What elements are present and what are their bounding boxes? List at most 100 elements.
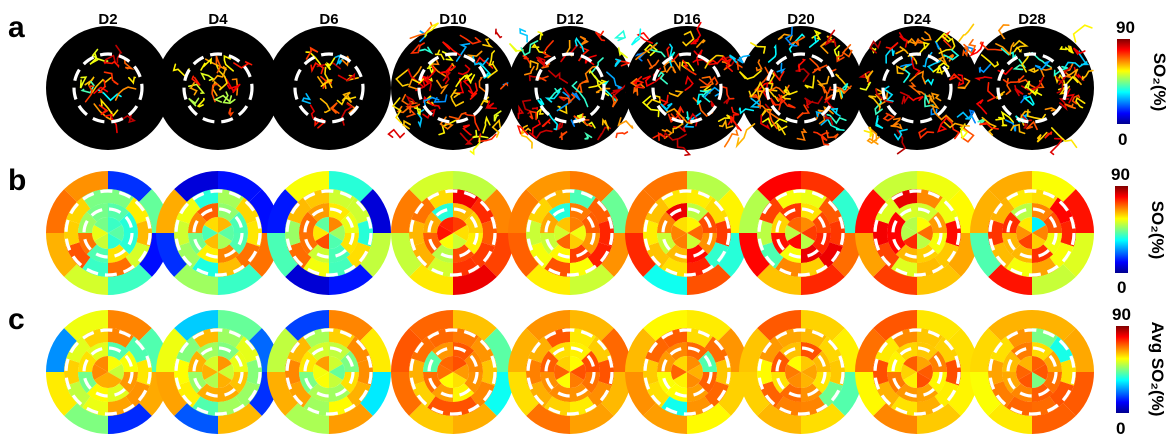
vessel-segment: [422, 108, 436, 120]
segment-cell: [235, 197, 260, 224]
vessel-segment: [459, 34, 482, 45]
vessel-segment: [962, 43, 969, 58]
vessel-segment: [1013, 46, 1023, 53]
segment-cell: [645, 381, 670, 408]
vessel-segment: [1072, 24, 1093, 43]
colorbar-gradient: [1116, 326, 1129, 413]
vessel-segment: [768, 109, 778, 130]
vessel-segment: [899, 91, 910, 105]
vessel-segment: [100, 97, 119, 117]
vessel-segment: [815, 109, 826, 125]
vessel-segment: [529, 59, 539, 71]
vessel-segment: [738, 70, 762, 80]
segment-cell: [125, 197, 150, 224]
segment-cell: [704, 242, 729, 269]
segment-cell: [891, 189, 917, 209]
colorbar-a: 90 0 SO₂(%): [1116, 18, 1169, 149]
segment-cell: [787, 217, 801, 233]
vessel-segment: [453, 90, 461, 98]
vessel-segment: [932, 107, 954, 123]
vessel-segment: [120, 114, 137, 124]
segment-cell: [174, 171, 218, 202]
vessel-segment: [824, 29, 837, 47]
segment-cell: [643, 264, 687, 295]
vessel-segment: [1051, 127, 1078, 149]
vessel-segment: [750, 42, 766, 54]
segment-cell: [970, 372, 1001, 416]
segment-cell: [1032, 396, 1058, 416]
segment-cell: [108, 257, 134, 277]
segment-map: [391, 310, 515, 434]
segment-cell: [46, 189, 77, 233]
segment-cell: [108, 264, 152, 295]
vessel-segment: [1023, 95, 1035, 106]
dashed-boundary-circle: [651, 52, 723, 124]
vessel-segment: [796, 128, 808, 142]
vessel-segment: [731, 106, 740, 121]
segment-cell: [554, 225, 570, 241]
vessel-segment: [905, 37, 917, 45]
segment-cell: [346, 381, 371, 408]
segment-cell: [439, 372, 453, 388]
vessel-segment: [755, 59, 763, 72]
segment-cell: [484, 233, 515, 277]
vessel-segment: [422, 95, 441, 110]
segment-cell: [988, 403, 1032, 434]
vessel-segment: [517, 104, 525, 120]
segment-cell: [329, 356, 343, 372]
segment-cell: [82, 396, 108, 416]
vessel-segment: [980, 54, 1000, 68]
segment-cell: [285, 310, 329, 341]
segment-cell: [508, 233, 539, 277]
colorbar-title: SO₂(%): [1150, 53, 1169, 112]
vessel-segment: [457, 64, 471, 76]
panel-letter-b: b: [8, 164, 26, 197]
vessel-segment: [762, 117, 788, 128]
vessel-segment: [957, 73, 965, 87]
segment-cell: [687, 356, 701, 372]
vessel-segment: [995, 118, 1008, 127]
vessel-segment: [869, 40, 882, 54]
segment-cell: [1018, 233, 1032, 249]
segment-cell: [570, 257, 596, 277]
vessel-segment: [735, 60, 746, 71]
vessel-segment: [455, 74, 476, 88]
vessel-segment: [816, 75, 830, 89]
vessel-segment: [482, 115, 491, 134]
segment-cell: [801, 364, 818, 380]
segment-cell: [832, 328, 863, 372]
segment-cell: [673, 217, 687, 233]
colorbar-min-label: 0: [1116, 419, 1125, 437]
segment-cell: [917, 257, 943, 277]
segment-cell: [645, 336, 670, 363]
vessel-segment: [615, 59, 631, 67]
vessel-segment: [1081, 69, 1094, 81]
vessel-segment: [908, 82, 921, 95]
vessel-segment: [442, 41, 461, 57]
segment-cell: [801, 233, 815, 249]
vessel-segment: [1044, 131, 1053, 139]
segment-cell: [757, 403, 801, 434]
segment-cell: [785, 225, 801, 241]
segment-cell: [411, 242, 436, 269]
vessel-segment: [560, 93, 576, 105]
segment-cell: [303, 396, 329, 416]
vessel-map: [508, 26, 634, 150]
segment-cell: [970, 328, 1001, 372]
vessel-segment: [305, 51, 323, 68]
segment-cell: [556, 372, 570, 388]
segment-cell: [1032, 233, 1046, 249]
segment-cell: [439, 233, 453, 249]
segment-map: [625, 171, 749, 295]
segment-cell: [204, 217, 218, 233]
segment-cell: [218, 364, 234, 380]
vessel-segment: [531, 43, 547, 54]
vessel-segment: [684, 75, 694, 91]
vessel-segment: [188, 97, 200, 107]
segment-cell: [174, 403, 218, 434]
segment-cell: [360, 233, 391, 277]
vessel-segment: [635, 43, 657, 61]
segment-cell: [687, 372, 701, 388]
segment-cell: [267, 372, 298, 416]
segment-cell: [453, 372, 467, 388]
